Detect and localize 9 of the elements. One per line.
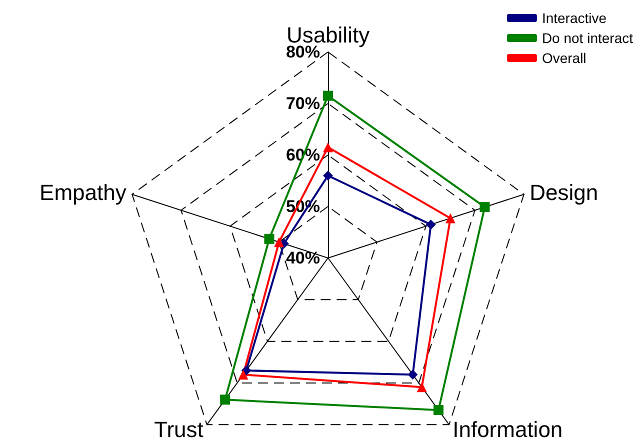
- spoke-label: Design: [530, 180, 598, 205]
- legend-label: Do not interact: [542, 30, 634, 46]
- spoke-label: Empathy: [40, 180, 126, 205]
- legend-label: Overall: [542, 50, 586, 66]
- legend-label: Interactive: [542, 10, 607, 26]
- y-tick-label: 40%: [286, 248, 320, 268]
- spoke-label: Information: [452, 417, 563, 442]
- y-tick-label: 70%: [286, 94, 320, 113]
- spoke-label: Trust: [154, 417, 204, 442]
